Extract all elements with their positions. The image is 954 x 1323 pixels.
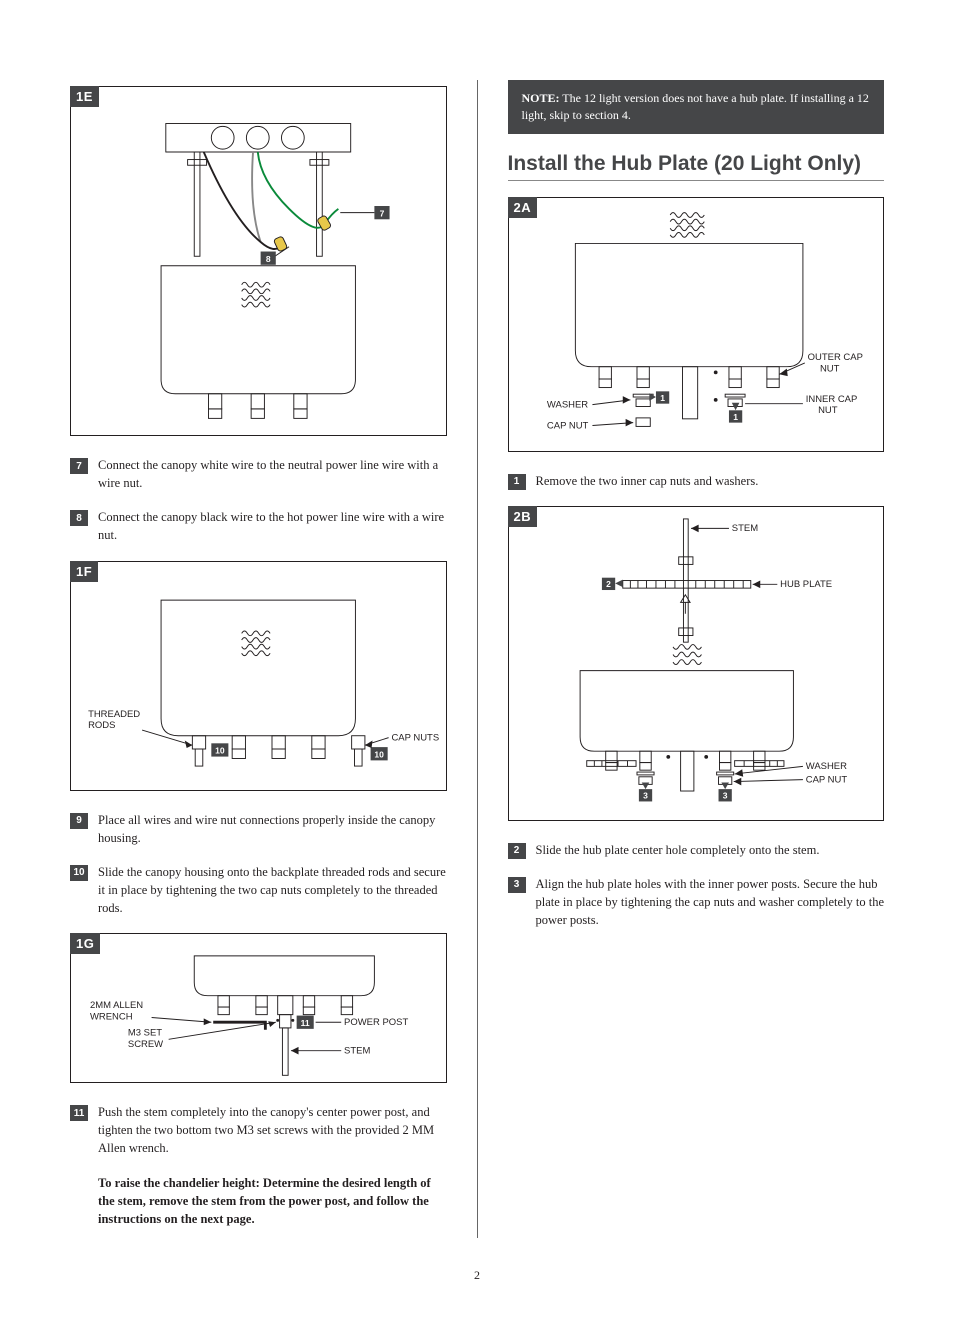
svg-text:8: 8 bbox=[266, 254, 271, 264]
step-8: 8 Connect the canopy black wire to the h… bbox=[70, 508, 447, 544]
left-column: 1E bbox=[70, 80, 447, 1238]
note-text: The 12 light version does not have a hub… bbox=[522, 91, 869, 122]
step-11: 11 Push the stem completely into the can… bbox=[70, 1103, 447, 1157]
svg-text:CAP NUTS: CAP NUTS bbox=[391, 732, 439, 743]
svg-text:THREADED: THREADED bbox=[88, 708, 140, 719]
bold-note: 00 To raise the chandelier height: Deter… bbox=[70, 1174, 447, 1228]
page: 1E bbox=[70, 80, 884, 1238]
svg-text:1: 1 bbox=[733, 411, 738, 421]
figure-2b: 2B STEM bbox=[508, 506, 885, 821]
svg-text:SCREW: SCREW bbox=[128, 1039, 163, 1050]
step-7: 7 Connect the canopy white wire to the n… bbox=[70, 456, 447, 492]
step-num-1: 1 bbox=[508, 474, 526, 490]
svg-text:WASHER: WASHER bbox=[805, 761, 846, 772]
svg-text:7: 7 bbox=[380, 208, 385, 218]
step-num-3: 3 bbox=[508, 877, 526, 893]
step-1: 1 Remove the two inner cap nuts and wash… bbox=[508, 472, 885, 490]
step-text-1: Remove the two inner cap nuts and washer… bbox=[536, 472, 759, 490]
figure-1f: 1F TH bbox=[70, 561, 447, 791]
svg-text:WRENCH: WRENCH bbox=[90, 1012, 133, 1023]
note-box: NOTE: The 12 light version does not have… bbox=[508, 80, 885, 134]
svg-text:3: 3 bbox=[643, 790, 648, 800]
figure-label-1g: 1G bbox=[70, 933, 100, 954]
step-text-10: Slide the canopy housing onto the backpl… bbox=[98, 863, 447, 917]
column-divider bbox=[477, 80, 478, 1238]
step-num-9: 9 bbox=[70, 813, 88, 829]
svg-text:2MM ALLEN: 2MM ALLEN bbox=[90, 1000, 143, 1011]
step-num-10: 10 bbox=[70, 865, 88, 881]
figure-label-2b: 2B bbox=[508, 506, 538, 527]
svg-text:STEM: STEM bbox=[344, 1046, 370, 1057]
svg-text:NUT: NUT bbox=[818, 405, 838, 416]
section-title: Install the Hub Plate (20 Light Only) bbox=[508, 152, 885, 181]
svg-text:RODS: RODS bbox=[88, 720, 115, 731]
svg-text:1: 1 bbox=[660, 392, 665, 402]
svg-text:WASHER: WASHER bbox=[546, 399, 587, 410]
svg-text:POWER POST: POWER POST bbox=[344, 1017, 408, 1028]
step-9: 9 Place all wires and wire nut connectio… bbox=[70, 811, 447, 847]
svg-text:OUTER CAP: OUTER CAP bbox=[807, 352, 862, 363]
svg-text:2: 2 bbox=[606, 579, 611, 589]
step-text-7: Connect the canopy white wire to the neu… bbox=[98, 456, 447, 492]
step-num-11: 11 bbox=[70, 1105, 88, 1121]
svg-text:10: 10 bbox=[215, 745, 225, 755]
step-text-11: Push the stem completely into the canopy… bbox=[98, 1103, 447, 1157]
svg-text:11: 11 bbox=[301, 1018, 310, 1028]
svg-text:CAP NUT: CAP NUT bbox=[546, 420, 588, 431]
step-num-8: 8 bbox=[70, 510, 88, 526]
figure-1e: 1E bbox=[70, 86, 447, 436]
note-bold: NOTE: bbox=[522, 91, 560, 105]
figure-1g: 1G bbox=[70, 933, 447, 1083]
svg-text:10: 10 bbox=[374, 749, 384, 759]
right-column: NOTE: The 12 light version does not have… bbox=[508, 80, 885, 1238]
bold-note-text: To raise the chandelier height: Determin… bbox=[98, 1174, 447, 1228]
step-text-8: Connect the canopy black wire to the hot… bbox=[98, 508, 447, 544]
step-num-7: 7 bbox=[70, 458, 88, 474]
svg-text:STEM: STEM bbox=[731, 523, 757, 534]
svg-text:NUT: NUT bbox=[819, 363, 839, 374]
svg-text:CAP NUT: CAP NUT bbox=[805, 774, 847, 785]
figure-label-1e: 1E bbox=[70, 86, 99, 107]
step-3: 3 Align the hub plate holes with the inn… bbox=[508, 875, 885, 929]
step-text-9: Place all wires and wire nut connections… bbox=[98, 811, 447, 847]
step-10: 10 Slide the canopy housing onto the bac… bbox=[70, 863, 447, 917]
page-number: 2 bbox=[70, 1268, 884, 1283]
svg-text:INNER CAP: INNER CAP bbox=[805, 393, 857, 404]
svg-text:M3 SET: M3 SET bbox=[128, 1028, 162, 1039]
step-2: 2 Slide the hub plate center hole comple… bbox=[508, 841, 885, 859]
step-text-2: Slide the hub plate center hole complete… bbox=[536, 841, 820, 859]
svg-text:HUB PLATE: HUB PLATE bbox=[780, 579, 832, 590]
figure-2a: 2A bbox=[508, 197, 885, 452]
step-text-3: Align the hub plate holes with the inner… bbox=[536, 875, 885, 929]
figure-label-2a: 2A bbox=[508, 197, 538, 218]
figure-label-1f: 1F bbox=[70, 561, 98, 582]
step-num-2: 2 bbox=[508, 843, 526, 859]
svg-text:3: 3 bbox=[722, 790, 727, 800]
